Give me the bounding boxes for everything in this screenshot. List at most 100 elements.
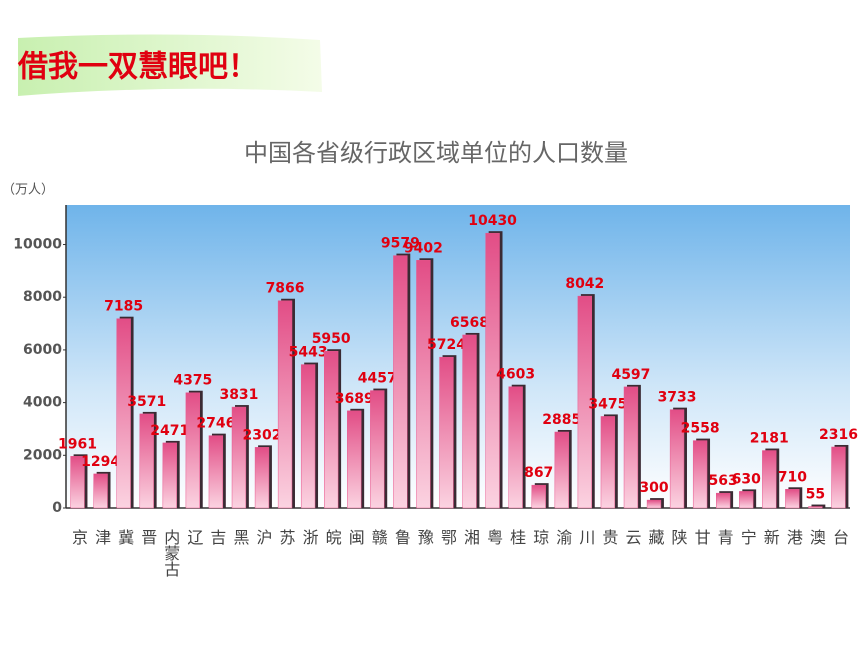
value-label: 2316 [819,427,858,443]
x-tick-label: 川 [576,529,595,545]
bar [300,364,316,509]
x-tick-label: 贵 [599,529,618,545]
value-label: 300 [639,480,668,496]
bar [739,491,754,509]
x-tick-label: 湘 [461,529,480,545]
value-label: 55 [806,487,825,503]
x-tick-label: 澳 [807,529,826,545]
x-tick-label: 冀 [115,529,134,545]
value-label: 9579 [381,236,420,252]
x-tick-label: 浙 [300,529,319,545]
bar [485,232,500,509]
bar [762,450,777,509]
bar [116,318,131,509]
value-label: 5950 [312,331,351,347]
value-label: 4603 [496,367,535,383]
bar [554,431,569,509]
bar [93,473,108,509]
bar [162,442,177,509]
bar [254,447,270,509]
bar [208,435,224,509]
value-label: 1961 [58,436,97,452]
value-label: 5724 [427,337,466,353]
x-tick-label: 苏 [277,529,296,546]
x-tick-label: 吉 [207,529,226,545]
value-label: 2302 [243,427,282,443]
value-label: 6568 [450,315,489,331]
x-tick-label: 桂 [507,529,526,545]
value-label: 8042 [565,276,604,292]
value-label: 3733 [658,390,697,406]
bar [277,300,293,509]
bar [393,255,408,509]
bar [531,484,546,509]
x-tick-label: 新 [761,529,780,545]
value-label: 630 [732,471,761,487]
value-label: 563 [709,473,738,489]
value-label: 4457 [358,371,397,387]
x-tick-label: 陕 [669,529,688,545]
x-tick-label: 渝 [553,529,572,546]
bar [623,386,639,509]
value-label: 1294 [81,454,120,470]
bar [669,409,685,509]
bar [508,386,523,509]
y-tick-label: 10000 [13,237,62,253]
x-tick-label: 沪 [254,529,273,545]
x-tick-label: 皖 [323,529,342,546]
x-tick-label: 青 [715,529,734,546]
bar [831,446,846,509]
bar [139,413,154,509]
x-tick-label: 津 [92,529,111,545]
bar [716,492,731,509]
bar [347,410,362,509]
bar [646,499,662,509]
x-tick-label: 内蒙古 [161,529,180,577]
bar [785,489,800,509]
value-label: 3571 [127,394,166,410]
y-axis-label: （万人） [2,183,54,198]
bar [462,334,477,509]
y-tick-label: 6000 [23,342,62,358]
banner [18,34,322,96]
value-label: 710 [778,469,807,485]
x-tick-label: 宁 [738,529,757,545]
value-label: 2471 [150,423,189,439]
bar [600,416,616,509]
bar [324,350,339,509]
x-tick-label: 闽 [346,529,365,546]
y-tick-label: 4000 [23,395,62,411]
value-label: 5443 [289,345,328,361]
x-tick-label: 鄂 [438,529,457,545]
bar [185,392,200,509]
value-label: 3831 [219,387,258,403]
x-tick-label: 港 [784,529,803,545]
value-label: 9402 [404,240,443,256]
bar [692,440,708,509]
bar [439,356,454,509]
x-tick-label: 鲁 [392,529,411,545]
x-tick-label: 琼 [530,529,549,545]
value-label: 867 [524,465,553,481]
x-tick-label: 晋 [138,529,157,545]
plot-area [66,205,850,508]
x-tick-label: 藏 [646,529,665,546]
x-tick-label: 辽 [184,529,203,545]
value-label: 2558 [681,421,720,437]
x-tick-label: 粤 [484,528,503,545]
slide-header: 借我一双慧眼吧！ [17,50,258,85]
x-tick-label: 豫 [415,529,434,545]
value-label: 2746 [196,416,235,432]
bar [577,295,592,509]
value-label: 3689 [335,391,374,407]
bar-shadow [811,504,826,508]
bar [808,506,823,509]
bar [416,260,431,509]
value-label: 2181 [750,431,789,447]
value-label: 4375 [173,373,212,389]
x-tick-label: 甘 [692,529,711,545]
bar [70,456,85,509]
value-label: 3475 [588,396,627,412]
value-label: 7185 [104,299,143,315]
